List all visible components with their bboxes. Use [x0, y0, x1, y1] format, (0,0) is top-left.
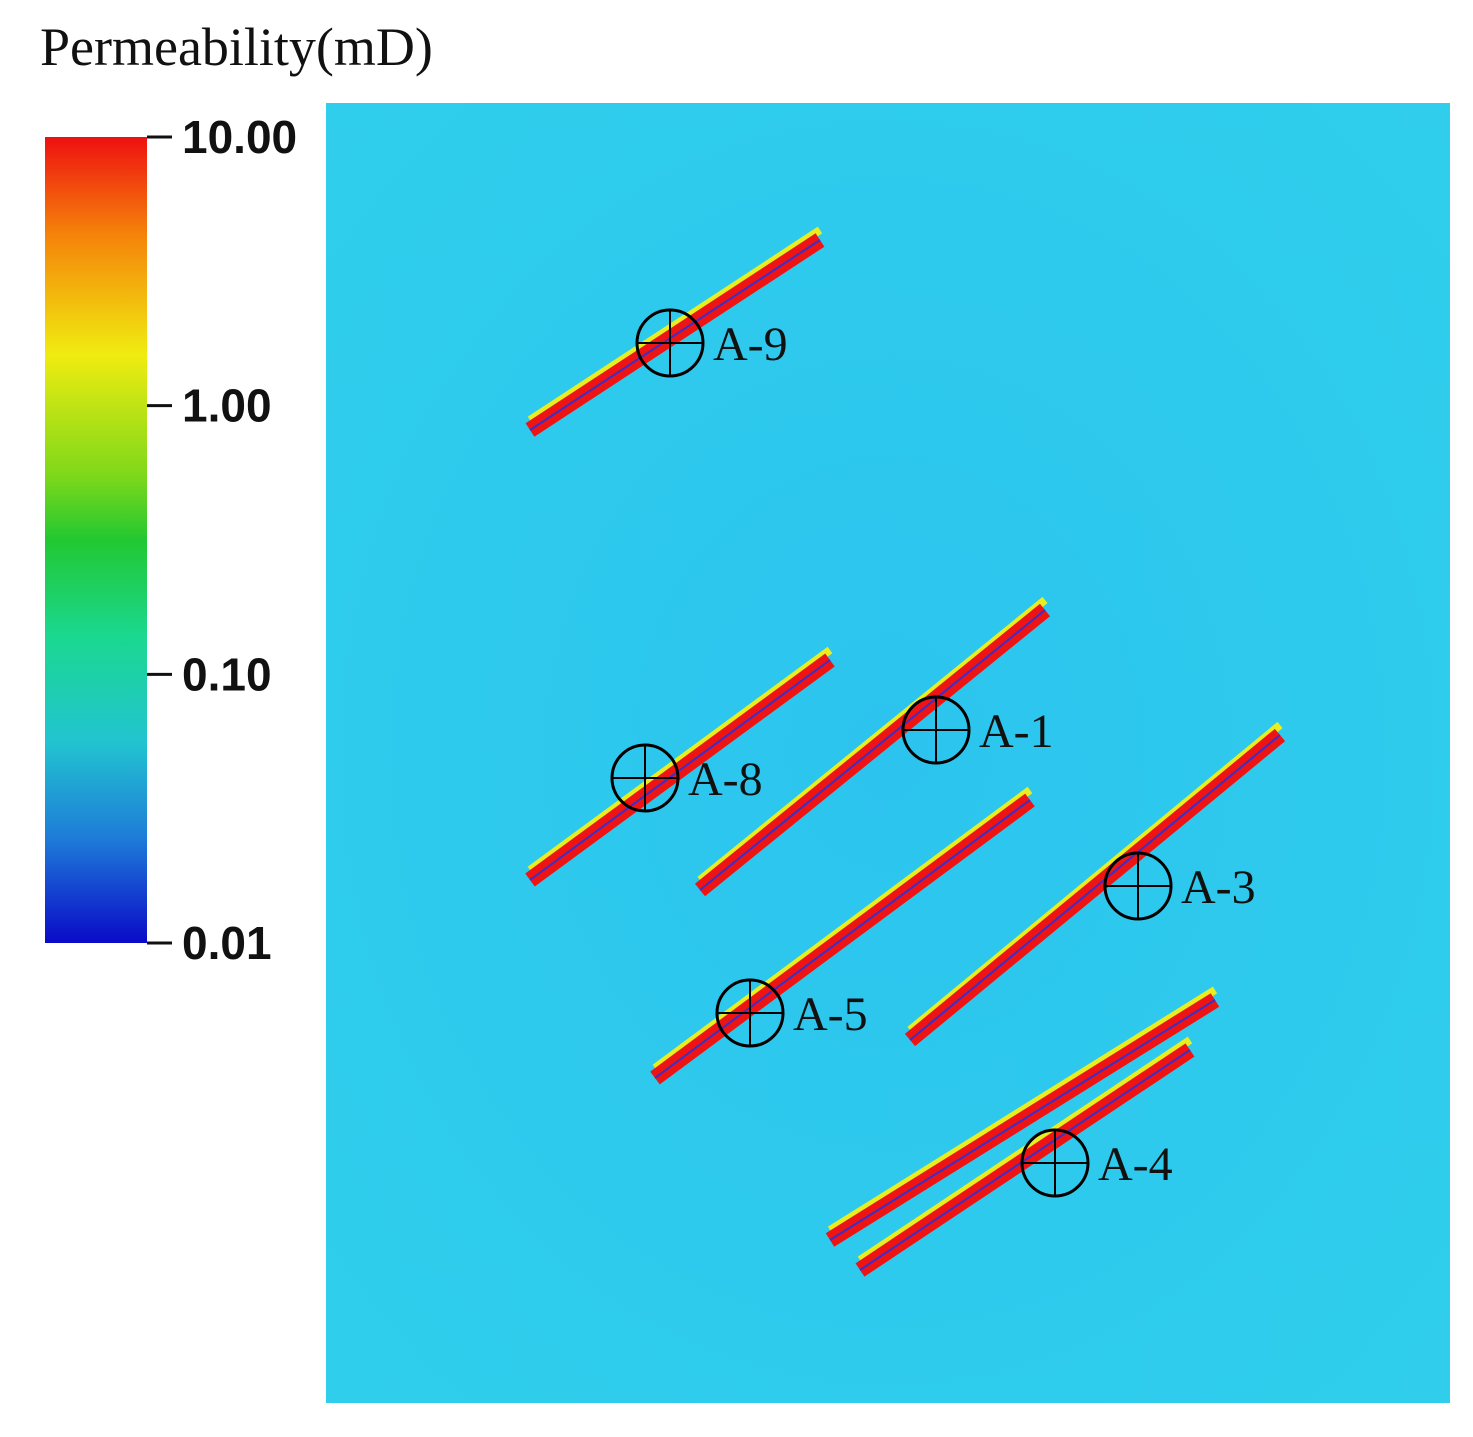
fracture-core [699, 609, 1046, 891]
fracture-core [829, 999, 1216, 1241]
well-label: A-3 [1181, 861, 1256, 914]
colorbar-title: Permeability(mD) [40, 17, 433, 77]
fracture-core [909, 734, 1281, 1041]
fracture-core [529, 659, 831, 881]
fracture-core [859, 1049, 1191, 1271]
colorbar-tick-label: 0.01 [182, 917, 272, 969]
colorbar-tick-label: 10.00 [182, 111, 297, 163]
fractures [525, 226, 1286, 1277]
fracture-halo [527, 646, 833, 874]
well-label: A-1 [979, 705, 1054, 758]
well-label: A-4 [1098, 1138, 1173, 1191]
colorbar-tick-label: 0.10 [182, 648, 272, 700]
well-label: A-9 [713, 318, 788, 371]
well-label: A-8 [688, 753, 763, 806]
colorbar-tick-label: 1.00 [182, 380, 272, 432]
wells: A-9 A-1 A-8 A-3 A-5 A-4 [610, 308, 1256, 1198]
fracture-halo [827, 986, 1218, 1234]
fracture-halo [527, 226, 823, 424]
fracture-core [529, 239, 821, 431]
fracture-core [654, 799, 1031, 1079]
well-label: A-5 [793, 988, 868, 1041]
colorbar [45, 137, 147, 943]
